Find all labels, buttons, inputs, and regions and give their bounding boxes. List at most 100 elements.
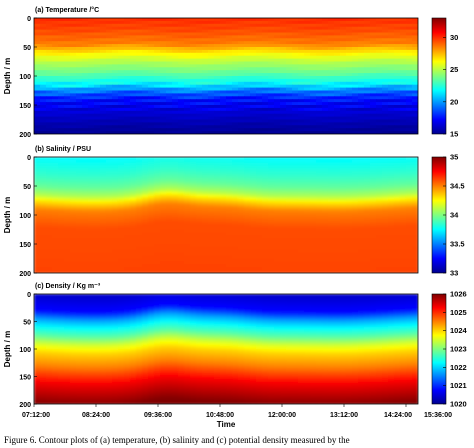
heatmap-cell xyxy=(388,32,395,36)
heatmap-cell xyxy=(190,165,197,170)
heatmap-cell xyxy=(118,206,125,210)
heatmap-cell xyxy=(34,252,41,257)
heatmap-cell xyxy=(202,235,209,239)
heatmap-cell xyxy=(412,90,418,94)
heatmap-cell xyxy=(238,64,245,68)
heatmap-cell xyxy=(328,38,335,42)
heatmap-cell xyxy=(238,105,245,109)
heatmap-cell xyxy=(280,241,287,245)
heatmap-cell xyxy=(244,44,251,48)
heatmap-cell xyxy=(40,105,47,109)
heatmap-cell xyxy=(34,81,41,86)
heatmap-cell xyxy=(322,223,329,228)
heatmap-cell xyxy=(208,200,215,204)
heatmap-cell xyxy=(106,128,113,132)
heatmap-cell xyxy=(58,186,65,190)
heatmap-cell xyxy=(40,252,47,257)
heatmap-cell xyxy=(58,206,65,210)
heatmap-cell xyxy=(250,90,257,94)
heatmap-cell xyxy=(136,180,143,184)
heatmap-cell xyxy=(328,261,335,265)
heatmap-cell xyxy=(280,206,287,210)
heatmap-cell xyxy=(208,81,215,86)
heatmap-cell xyxy=(130,20,137,25)
heatmap-cell xyxy=(82,102,89,106)
heatmap-cell xyxy=(346,162,353,167)
heatmap-cell xyxy=(220,264,227,268)
heatmap-cell xyxy=(184,64,191,68)
heatmap-cell xyxy=(196,223,203,228)
heatmap-cell xyxy=(82,183,89,187)
heatmap-cell xyxy=(382,261,389,265)
heatmap-cell xyxy=(310,177,317,181)
heatmap-cell xyxy=(262,186,269,190)
heatmap-cell xyxy=(304,206,311,210)
heatmap-cell xyxy=(202,78,209,83)
heatmap-cell xyxy=(214,180,221,184)
heatmap-cell xyxy=(46,102,53,106)
heatmap-cell xyxy=(388,200,395,204)
heatmap-cell xyxy=(202,200,209,204)
heatmap-cell xyxy=(124,52,131,57)
heatmap-cell xyxy=(274,99,281,103)
heatmap-cell xyxy=(298,128,305,132)
heatmap-cell xyxy=(340,93,347,97)
heatmap-cell xyxy=(370,49,377,54)
heatmap-cell xyxy=(232,84,239,89)
heatmap-cell xyxy=(280,70,287,74)
heatmap-cell xyxy=(400,238,407,242)
heatmap-cell xyxy=(328,87,335,92)
heatmap-cell xyxy=(364,203,371,207)
heatmap-cell xyxy=(76,191,83,196)
heatmap-cell xyxy=(106,252,113,257)
heatmap-cell xyxy=(346,226,353,231)
heatmap-cell xyxy=(298,107,305,112)
heatmap-cell xyxy=(304,125,311,129)
heatmap-cell xyxy=(142,171,149,175)
heatmap-cell xyxy=(178,122,185,126)
heatmap-cell xyxy=(400,171,407,175)
heatmap-cell xyxy=(76,241,83,245)
heatmap-cell xyxy=(298,226,305,231)
heatmap-cell xyxy=(238,96,245,100)
heatmap-cell xyxy=(178,90,185,94)
heatmap-cell xyxy=(406,35,413,39)
heatmap-cell xyxy=(160,159,167,164)
heatmap-cell xyxy=(286,220,293,225)
heatmap-cell xyxy=(298,186,305,190)
heatmap-cell xyxy=(214,174,221,178)
heatmap-cell xyxy=(190,162,197,167)
heatmap-cell xyxy=(286,102,293,106)
heatmap-cell xyxy=(226,238,233,242)
heatmap-cell xyxy=(142,249,149,254)
heatmap-cell xyxy=(394,220,401,225)
heatmap-cell xyxy=(274,232,281,236)
heatmap-cell xyxy=(136,223,143,228)
heatmap-cell xyxy=(160,186,167,190)
heatmap-cell xyxy=(364,168,371,173)
heatmap-cell xyxy=(382,76,389,80)
heatmap-cell xyxy=(34,223,41,228)
heatmap-cell xyxy=(286,90,293,94)
heatmap-cell xyxy=(106,226,113,231)
heatmap-cell xyxy=(346,191,353,196)
heatmap-cell xyxy=(406,116,413,121)
heatmap-cell xyxy=(394,102,401,106)
heatmap-cell xyxy=(160,258,167,262)
heatmap-cell xyxy=(370,157,377,161)
heatmap-cell xyxy=(364,23,371,28)
heatmap-cell xyxy=(58,76,65,80)
heatmap-cell xyxy=(292,99,299,103)
heatmap-cell xyxy=(88,84,95,89)
heatmap-cell xyxy=(148,35,155,39)
heatmap-cell xyxy=(202,26,209,31)
heatmap-cell xyxy=(34,162,41,167)
heatmap-cell xyxy=(58,23,65,28)
heatmap-cell xyxy=(52,110,59,115)
heatmap-cell xyxy=(58,194,65,199)
heatmap-cell xyxy=(124,212,131,216)
heatmap-cell xyxy=(154,49,161,54)
heatmap-cell xyxy=(70,29,77,34)
heatmap-cell xyxy=(274,180,281,184)
heatmap-cell xyxy=(160,215,167,219)
